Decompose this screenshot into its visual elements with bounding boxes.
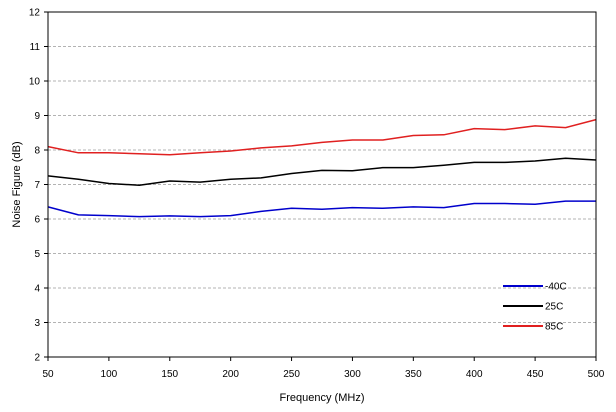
y-tick-label: 12: [29, 8, 41, 19]
x-tick-label: 250: [283, 369, 300, 380]
y-tick-label: 2: [34, 353, 40, 364]
x-tick-label: 50: [42, 369, 54, 380]
y-tick-label: 3: [34, 318, 40, 329]
legend: -40C 25C 85C: [503, 282, 567, 333]
y-tick-label: 9: [34, 111, 40, 122]
legend-label: 85C: [545, 322, 563, 333]
x-axis-title: Frequency (MHz): [280, 392, 365, 404]
y-tick-label: 11: [30, 42, 41, 53]
series-lines: [47, 118, 597, 218]
x-tick-label: 500: [588, 369, 605, 380]
y-tick-label: 7: [34, 180, 40, 191]
x-tick-label: 150: [161, 369, 178, 380]
y-axis-title: Noise Figure (dB): [11, 141, 23, 227]
y-tick-label: 10: [29, 77, 41, 88]
x-tick-label: 300: [344, 369, 361, 380]
x-tick-label: 400: [466, 369, 483, 380]
y-tick-label: 6: [34, 215, 40, 226]
series-line-3: [47, 118, 597, 156]
y-tick-label: 5: [34, 249, 40, 260]
x-tick-label: 350: [405, 369, 422, 380]
x-tick-label: 450: [527, 369, 544, 380]
y-tick-label: 8: [34, 146, 40, 157]
y-axis-ticks: 2 3 4 5 6 7 8 9 10 11 12: [29, 8, 48, 364]
x-tick-label: 200: [222, 369, 239, 380]
x-axis-ticks: 50 100 150 200 250 300 350 400 450 500: [42, 357, 605, 380]
series-line-1: [47, 200, 596, 218]
legend-label: 25C: [545, 302, 563, 313]
grid-lines: [48, 46, 596, 323]
legend-label: -40C: [545, 282, 567, 293]
series-line-2: [47, 157, 597, 186]
x-tick-label: 100: [101, 369, 118, 380]
y-tick-label: 4: [34, 284, 40, 295]
